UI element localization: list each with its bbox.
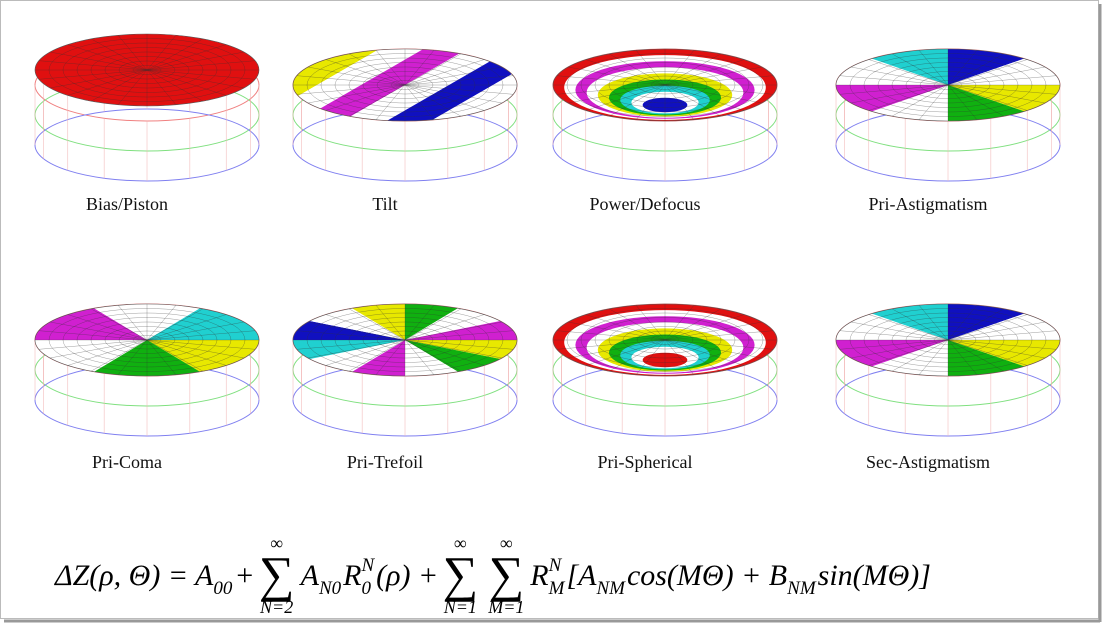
- formula-part: 0: [361, 578, 371, 599]
- formula-part: ∞: [454, 533, 467, 553]
- label: Pri-Trefoil: [347, 452, 423, 472]
- formula-part: A: [299, 559, 320, 592]
- formula-part: ∑: [259, 546, 295, 602]
- formula-part: +: [234, 559, 254, 592]
- surface: [553, 304, 777, 376]
- formula-part: R: [342, 559, 361, 592]
- formula-part: M: [548, 578, 566, 599]
- surface: [553, 49, 777, 121]
- formula-part: ∞: [500, 533, 513, 553]
- formula-part: N=2: [259, 597, 293, 617]
- label: Power/Defocus: [590, 194, 701, 214]
- formula-part: N: [548, 555, 563, 576]
- formula-part: N: [360, 555, 375, 576]
- formula-part: [A: [566, 559, 597, 592]
- label: Tilt: [372, 194, 397, 214]
- formula-part: N=1: [443, 597, 477, 617]
- formula-part: ∑: [442, 546, 478, 602]
- formula-part: ΔZ(ρ, Θ) = A: [54, 559, 214, 592]
- formula-part: NM: [786, 578, 817, 599]
- formula-part: ∑: [488, 546, 524, 602]
- formula-part: 00: [213, 578, 233, 599]
- label: Bias/Piston: [86, 194, 168, 214]
- formula-part: (ρ) +: [376, 559, 438, 592]
- label: Pri-Astigmatism: [868, 194, 987, 214]
- formula-part: cos(MΘ) + B: [627, 559, 787, 592]
- formula-part: NM: [595, 578, 626, 599]
- formula-part: M=1: [487, 597, 524, 617]
- label: Sec-Astigmatism: [866, 452, 990, 472]
- page: Bias/Piston Tilt Power/Defocus Pri-Astigmat…: [0, 0, 1106, 630]
- formula-part: R: [529, 559, 548, 592]
- label: Pri-Coma: [92, 452, 162, 472]
- figure: Bias/Piston Tilt Power/Defocus Pri-Astigmat…: [0, 0, 1106, 630]
- label: Pri-Spherical: [598, 452, 693, 472]
- surface: [35, 34, 259, 106]
- formula-part: N0: [318, 578, 342, 599]
- formula-part: ∞: [270, 533, 283, 553]
- formula-part: sin(MΘ)]: [818, 559, 931, 592]
